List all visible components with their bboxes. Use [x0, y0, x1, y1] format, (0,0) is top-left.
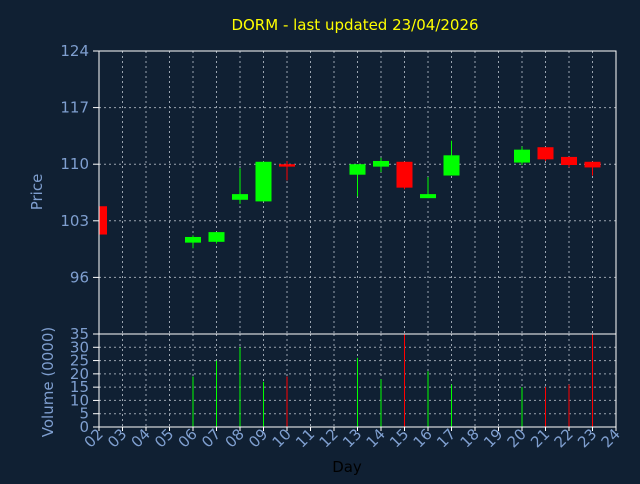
candle-23	[584, 161, 601, 176]
price-axis-label: Price	[28, 174, 46, 211]
volume-tick-label: 20	[70, 365, 89, 383]
x-tick-label: 06	[175, 425, 201, 451]
candle-body	[373, 160, 389, 167]
x-tick-label: 03	[104, 425, 130, 451]
candle-body	[232, 194, 248, 200]
volume-tick-label: 0	[79, 418, 89, 436]
price-tick-label: 96	[70, 268, 89, 286]
price-tick-label: 117	[60, 99, 89, 117]
candle-body	[420, 194, 436, 199]
candle-16	[420, 177, 436, 199]
candle-20	[514, 146, 530, 166]
volume-axis-label: Volume (0000)	[39, 327, 57, 437]
x-tick-label: 20	[504, 425, 530, 451]
volume-tick-label: 5	[79, 405, 89, 423]
x-tick-label: 21	[527, 425, 553, 451]
x-tick-label: 23	[574, 425, 600, 451]
price-tick-label: 110	[60, 155, 89, 173]
x-tick-label: 24	[598, 425, 624, 451]
x-tick-label: 22	[551, 425, 577, 451]
candle-17	[443, 140, 460, 176]
x-tick-label: 05	[151, 425, 177, 451]
x-tick-label: 09	[245, 425, 271, 451]
axis-tick-labels: 9610311011712405101520253035020304050607…	[60, 42, 623, 451]
x-tick-label: 18	[457, 425, 483, 451]
price-tick-label: 124	[60, 42, 89, 60]
x-tick-label: 13	[339, 425, 365, 451]
volume-bars-layer	[192, 334, 593, 427]
candle-15	[396, 161, 413, 190]
candle-body	[537, 147, 554, 160]
volume-tick-label: 15	[70, 378, 89, 396]
x-tick-label: 19	[480, 425, 506, 451]
volume-tick-label: 10	[70, 391, 89, 409]
candle-body	[279, 164, 295, 167]
candle-body	[584, 161, 601, 168]
candle-body	[561, 156, 577, 166]
x-axis-label: Day	[332, 458, 362, 476]
candle-06	[185, 235, 201, 249]
candle-body	[99, 206, 107, 235]
candles-layer	[98, 140, 601, 249]
x-tick-label: 07	[198, 425, 224, 451]
candle-22	[561, 156, 577, 168]
volume-tick-label: 25	[70, 352, 89, 370]
candle-body	[443, 155, 460, 176]
candle-07	[208, 232, 225, 244]
volume-tick-label: 30	[70, 338, 89, 356]
x-tick-label: 11	[292, 425, 318, 451]
x-tick-label: 04	[128, 425, 154, 451]
x-tick-label: 12	[316, 425, 342, 451]
candle-body	[349, 164, 366, 175]
x-tick-label: 10	[269, 425, 295, 451]
candle-21	[537, 147, 554, 161]
candle-08	[232, 168, 248, 204]
candle-14	[373, 157, 389, 173]
chart-title: DORM - last updated 23/04/2026	[231, 16, 478, 34]
candle-body	[185, 236, 201, 243]
candle-13	[349, 164, 366, 197]
x-tick-label: 17	[433, 425, 459, 451]
candle-10	[279, 160, 295, 181]
x-tick-label: 15	[386, 425, 412, 451]
candle-body	[514, 149, 530, 163]
candle-09	[255, 161, 272, 202]
candle-body	[396, 161, 413, 188]
candle-02	[98, 206, 107, 235]
candle-body	[208, 232, 225, 242]
x-tick-label: 16	[410, 425, 436, 451]
volume-tick-label: 35	[70, 325, 89, 343]
price-tick-label: 103	[60, 212, 89, 230]
candle-body	[255, 161, 272, 202]
x-tick-label: 08	[222, 425, 248, 451]
x-tick-label: 14	[363, 425, 389, 451]
